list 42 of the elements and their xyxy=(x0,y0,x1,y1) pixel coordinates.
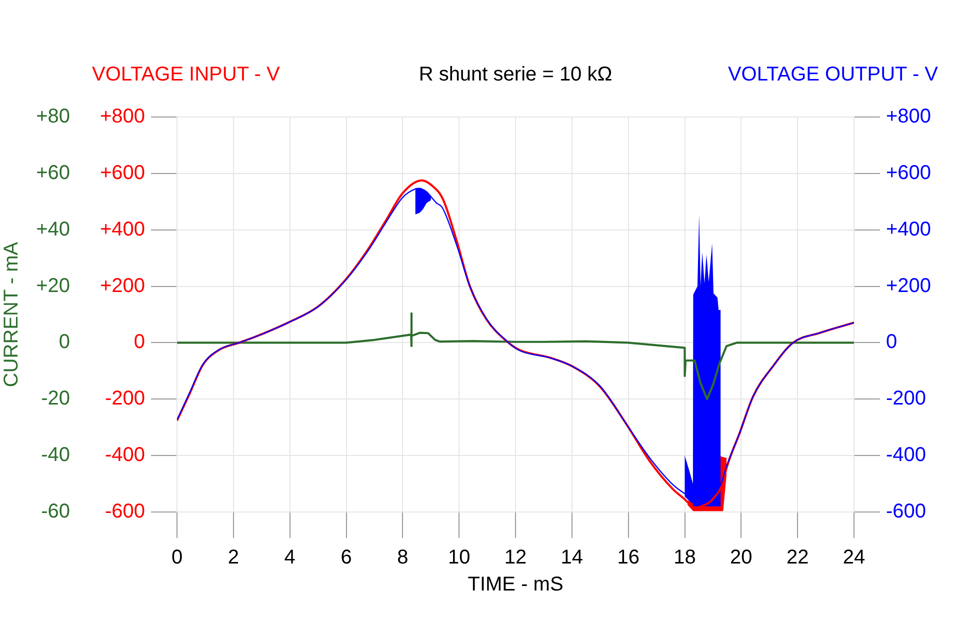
y3-tick-label: +40 xyxy=(36,218,70,240)
x-tick-label: 0 xyxy=(171,546,183,569)
y2-tick-label: -600 xyxy=(886,500,926,523)
y-tick-label: -400 xyxy=(104,444,145,466)
y-tick-label: -200 xyxy=(104,388,145,410)
x-axis-title: TIME - mS xyxy=(468,574,564,596)
y3-axis-title: CURRENT - mA xyxy=(0,241,23,388)
y3-tick-label: +20 xyxy=(36,274,70,297)
chart-title: R shunt serie = 10 kΩ xyxy=(418,64,612,86)
x-tick-label: 14 xyxy=(560,546,584,569)
y-tick-label: +600 xyxy=(100,162,145,184)
y2-tick-label: -200 xyxy=(886,388,926,410)
y3-tick-label: +80 xyxy=(36,106,70,128)
y-tick-label: -600 xyxy=(104,500,145,523)
y2-tick-label: -400 xyxy=(886,444,926,466)
y-tick-label: 0 xyxy=(134,331,145,354)
x-tick-label: 8 xyxy=(397,546,408,569)
x-tick-label: 16 xyxy=(617,546,640,569)
x-tick-label: 4 xyxy=(284,546,296,569)
y2-tick-label: +400 xyxy=(886,218,932,240)
x-tick-label: 20 xyxy=(730,546,752,569)
x-tick-label: 22 xyxy=(786,546,809,569)
x-tick-label: 24 xyxy=(842,546,866,569)
y-tick-label: +200 xyxy=(100,274,145,297)
y2-tick-label: +200 xyxy=(886,274,932,297)
y3-tick-label: -60 xyxy=(41,500,70,523)
x-tick-label: 2 xyxy=(228,546,239,569)
y-tick-label: +800 xyxy=(100,106,145,128)
y3-tick-label: -20 xyxy=(41,388,70,410)
y2-tick-label: 0 xyxy=(886,331,898,354)
y3-tick-label: 0 xyxy=(58,331,70,354)
y2-axis-title: VOLTAGE OUTPUT - V xyxy=(728,64,939,86)
x-tick-label: 18 xyxy=(674,546,696,569)
y2-tick-label: +800 xyxy=(886,106,932,128)
y-tick-label: +400 xyxy=(100,218,145,240)
y2-tick-label: +600 xyxy=(886,162,932,184)
y-axis-title: VOLTAGE INPUT - V xyxy=(92,64,280,86)
y3-tick-label: +60 xyxy=(36,162,70,184)
x-tick-label: 10 xyxy=(448,546,470,569)
y3-tick-label: -40 xyxy=(41,444,70,466)
x-tick-label: 12 xyxy=(504,546,527,569)
x-tick-label: 6 xyxy=(340,546,352,569)
